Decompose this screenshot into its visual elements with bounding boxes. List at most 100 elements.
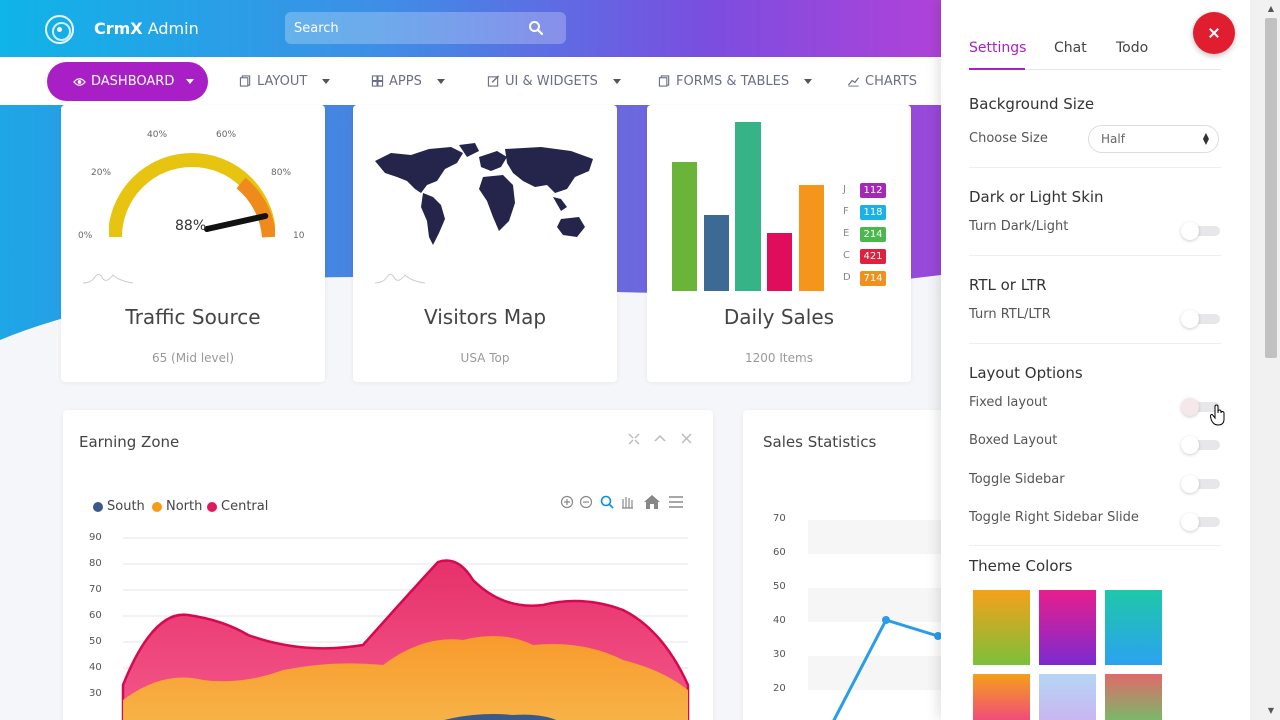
card-subtitle: 65 (Mid level)	[151, 351, 235, 365]
theme-swatch[interactable]	[1105, 674, 1162, 720]
gauge-label-60: 60%	[216, 130, 237, 140]
line-chart-icon	[847, 77, 860, 87]
theme-swatch[interactable]	[973, 674, 1030, 720]
menu-icon[interactable]	[669, 496, 683, 508]
background-size-select[interactable]: Half ▲ ▼	[1088, 125, 1219, 153]
sales-statistics-panel: Sales Statistics 70 60 50 40 30 20	[743, 410, 941, 720]
legend-label: Central	[221, 499, 269, 514]
card-title: Traffic Source	[125, 305, 261, 329]
y-tick-label: 80	[89, 558, 102, 569]
tab-divider	[969, 69, 1221, 70]
expand-icon[interactable]	[628, 433, 640, 445]
section-title: RTL or LTR	[969, 276, 1047, 294]
daily-sales-bars	[672, 122, 824, 291]
section-title: Background Size	[969, 95, 1095, 113]
theme-swatch[interactable]	[1039, 674, 1096, 720]
grid-icon	[371, 75, 384, 87]
legend-south[interactable]: South	[93, 499, 145, 514]
pan-hand-icon[interactable]	[622, 497, 633, 509]
legend-central[interactable]: Central	[207, 499, 268, 514]
chevron-down-icon	[322, 78, 331, 84]
close-sidebar-button[interactable]	[1193, 12, 1235, 54]
earning-area-chart	[121, 537, 690, 720]
menu-forms-tables[interactable]: FORMS & TABLES	[658, 57, 813, 105]
theme-swatch[interactable]	[1039, 590, 1096, 665]
zoom-select-icon[interactable]	[600, 495, 614, 509]
sparkline-icon	[83, 273, 133, 284]
legend-letter: C	[843, 250, 850, 261]
chart-toolbar	[560, 495, 683, 509]
theme-swatch[interactable]	[1105, 590, 1162, 665]
menu-apps[interactable]: APPS	[371, 57, 445, 105]
zoom-in-icon[interactable]	[560, 495, 574, 509]
home-reset-icon[interactable]	[644, 495, 660, 509]
daily-sales-card: J 112 F 118 E 214 C 421 D 714 Daily Sales 1200 It…	[647, 105, 911, 382]
tab-chat[interactable]: Chat	[1054, 40, 1087, 56]
gauge-label-40: 40%	[147, 130, 168, 140]
menu-ui-widgets[interactable]: UI & WIDGETS	[487, 57, 621, 105]
theme-swatch[interactable]	[973, 590, 1030, 665]
search-input[interactable]	[285, 12, 525, 44]
panel-controls	[628, 433, 692, 445]
menu-layout-label: LAYOUT	[257, 73, 308, 89]
option-label: Turn RTL/LTR	[969, 307, 1051, 322]
option-label: Toggle Right Sidebar Slide	[969, 510, 1139, 525]
y-tick-label: 60	[773, 547, 786, 558]
toggle-sidebar-toggle[interactable]	[1181, 475, 1220, 493]
zoom-out-icon[interactable]	[579, 495, 593, 509]
dark-light-toggle[interactable]	[1181, 222, 1220, 240]
menu-dashboard[interactable]: DASHBOARD	[47, 62, 208, 101]
option-label: Fixed layout	[969, 395, 1048, 410]
y-tick-label: 70	[89, 584, 102, 595]
y-tick-label: 50	[773, 581, 786, 592]
toggle-right-sidebar-toggle[interactable]	[1181, 513, 1220, 531]
gauge-label-20: 20%	[91, 168, 112, 178]
menu-charts[interactable]: CHARTS	[847, 57, 917, 105]
search-icon[interactable]	[528, 20, 544, 36]
brand-bold: CrmX	[94, 19, 143, 38]
fixed-layout-toggle[interactable]	[1181, 398, 1220, 416]
panel-title: Earning Zone	[79, 433, 180, 451]
gauge-label-0: 0%	[78, 231, 93, 241]
option-label: Boxed Layout	[969, 433, 1058, 448]
tab-todo[interactable]: Todo	[1116, 40, 1149, 56]
divider	[969, 343, 1221, 344]
bar	[735, 122, 761, 291]
logo-icon[interactable]	[45, 15, 74, 44]
eye-icon	[73, 77, 86, 86]
close-icon[interactable]	[681, 433, 692, 444]
y-tick-label: 50	[89, 636, 102, 647]
chevron-down-icon	[612, 78, 621, 84]
boxed-layout-toggle[interactable]	[1181, 436, 1220, 454]
menu-layout[interactable]: LAYOUT	[239, 57, 331, 105]
scrollbar-thumb[interactable]	[1265, 18, 1277, 358]
brand-name[interactable]: CrmX Admin	[94, 19, 199, 38]
card-title: Visitors Map	[423, 305, 547, 329]
y-tick-label: 60	[89, 610, 102, 621]
brand-rest: Admin	[142, 19, 199, 38]
rtl-ltr-toggle[interactable]	[1181, 310, 1220, 328]
legend-value-badge: 112	[860, 183, 886, 198]
scroll-down-arrow-icon[interactable]: ▼	[1267, 706, 1275, 715]
legend-value-badge: 118	[860, 205, 886, 220]
traffic-source-card: 0% 20% 40% 60% 80% 10 88% Traffic Source…	[61, 105, 325, 382]
menu-forms-tables-label: FORMS & TABLES	[676, 73, 790, 89]
y-tick-label: 70	[773, 513, 786, 524]
scroll-up-arrow-icon[interactable]: ▲	[1267, 4, 1275, 13]
tab-settings[interactable]: Settings	[969, 40, 1027, 56]
collapse-icon[interactable]	[654, 434, 666, 442]
search-box	[285, 12, 566, 44]
section-title: Layout Options	[969, 364, 1083, 382]
legend-letter: F	[843, 206, 849, 217]
menu-ui-widgets-label: UI & WIDGETS	[505, 73, 598, 89]
bar	[799, 185, 824, 291]
legend-north[interactable]: North	[152, 499, 202, 514]
legend-letter: E	[843, 228, 850, 239]
legend-letter: D	[843, 272, 851, 283]
divider	[969, 255, 1221, 256]
section-title: Theme Colors	[969, 557, 1073, 575]
menu-apps-label: APPS	[389, 73, 422, 89]
menu-charts-label: CHARTS	[865, 73, 918, 89]
y-tick-label: 30	[89, 688, 102, 699]
active-tab-indicator	[969, 68, 1025, 70]
